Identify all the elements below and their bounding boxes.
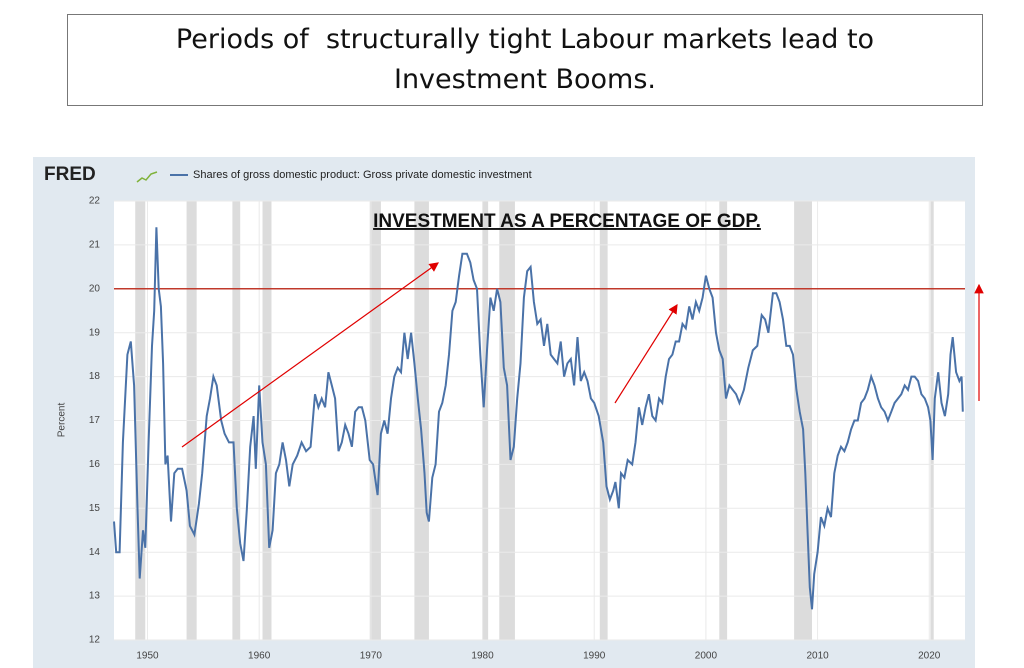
plot xyxy=(113,200,965,641)
legend-label: Shares of gross domestic product: Gross … xyxy=(193,169,532,181)
y-tick-label: 17 xyxy=(89,415,101,426)
x-tick-label: 1970 xyxy=(360,651,383,662)
annotation: INVESTMENT AS A PERCENTAGE OF GDP. xyxy=(373,211,761,232)
y-tick-label: 12 xyxy=(89,635,101,646)
y-tick-label: 15 xyxy=(89,503,101,514)
y-tick-label: 18 xyxy=(89,371,101,382)
y-tick-label: 19 xyxy=(89,327,101,338)
y-tick-label: 22 xyxy=(89,196,101,207)
title-box: Periods of structurally tight Labour mar… xyxy=(67,14,983,106)
x-tick-label: 1990 xyxy=(583,651,606,662)
logo: FRED xyxy=(44,164,96,185)
logo-icon xyxy=(136,171,158,183)
x-tick-label: 2000 xyxy=(695,651,718,662)
y-tick-label: 20 xyxy=(89,283,101,294)
x-tick-label: 2020 xyxy=(918,651,941,662)
y-tick-label: 21 xyxy=(89,240,101,251)
x-tick-label: 2010 xyxy=(806,651,829,662)
y-axis-label: Percent xyxy=(57,403,68,438)
x-tick-label: 1960 xyxy=(248,651,271,662)
y-tick-label: 14 xyxy=(89,547,101,558)
x-tick-label: 1950 xyxy=(136,651,159,662)
arrow xyxy=(614,303,678,404)
y-tick-label: 13 xyxy=(89,591,101,602)
arrow xyxy=(181,262,439,448)
x-tick-label: 1980 xyxy=(471,651,494,662)
title-line: Periods of structurally tight Labour mar… xyxy=(175,24,875,55)
series-line xyxy=(113,227,964,610)
y-tick-label: 16 xyxy=(89,459,101,470)
title-line: Investment Booms. xyxy=(393,64,657,95)
